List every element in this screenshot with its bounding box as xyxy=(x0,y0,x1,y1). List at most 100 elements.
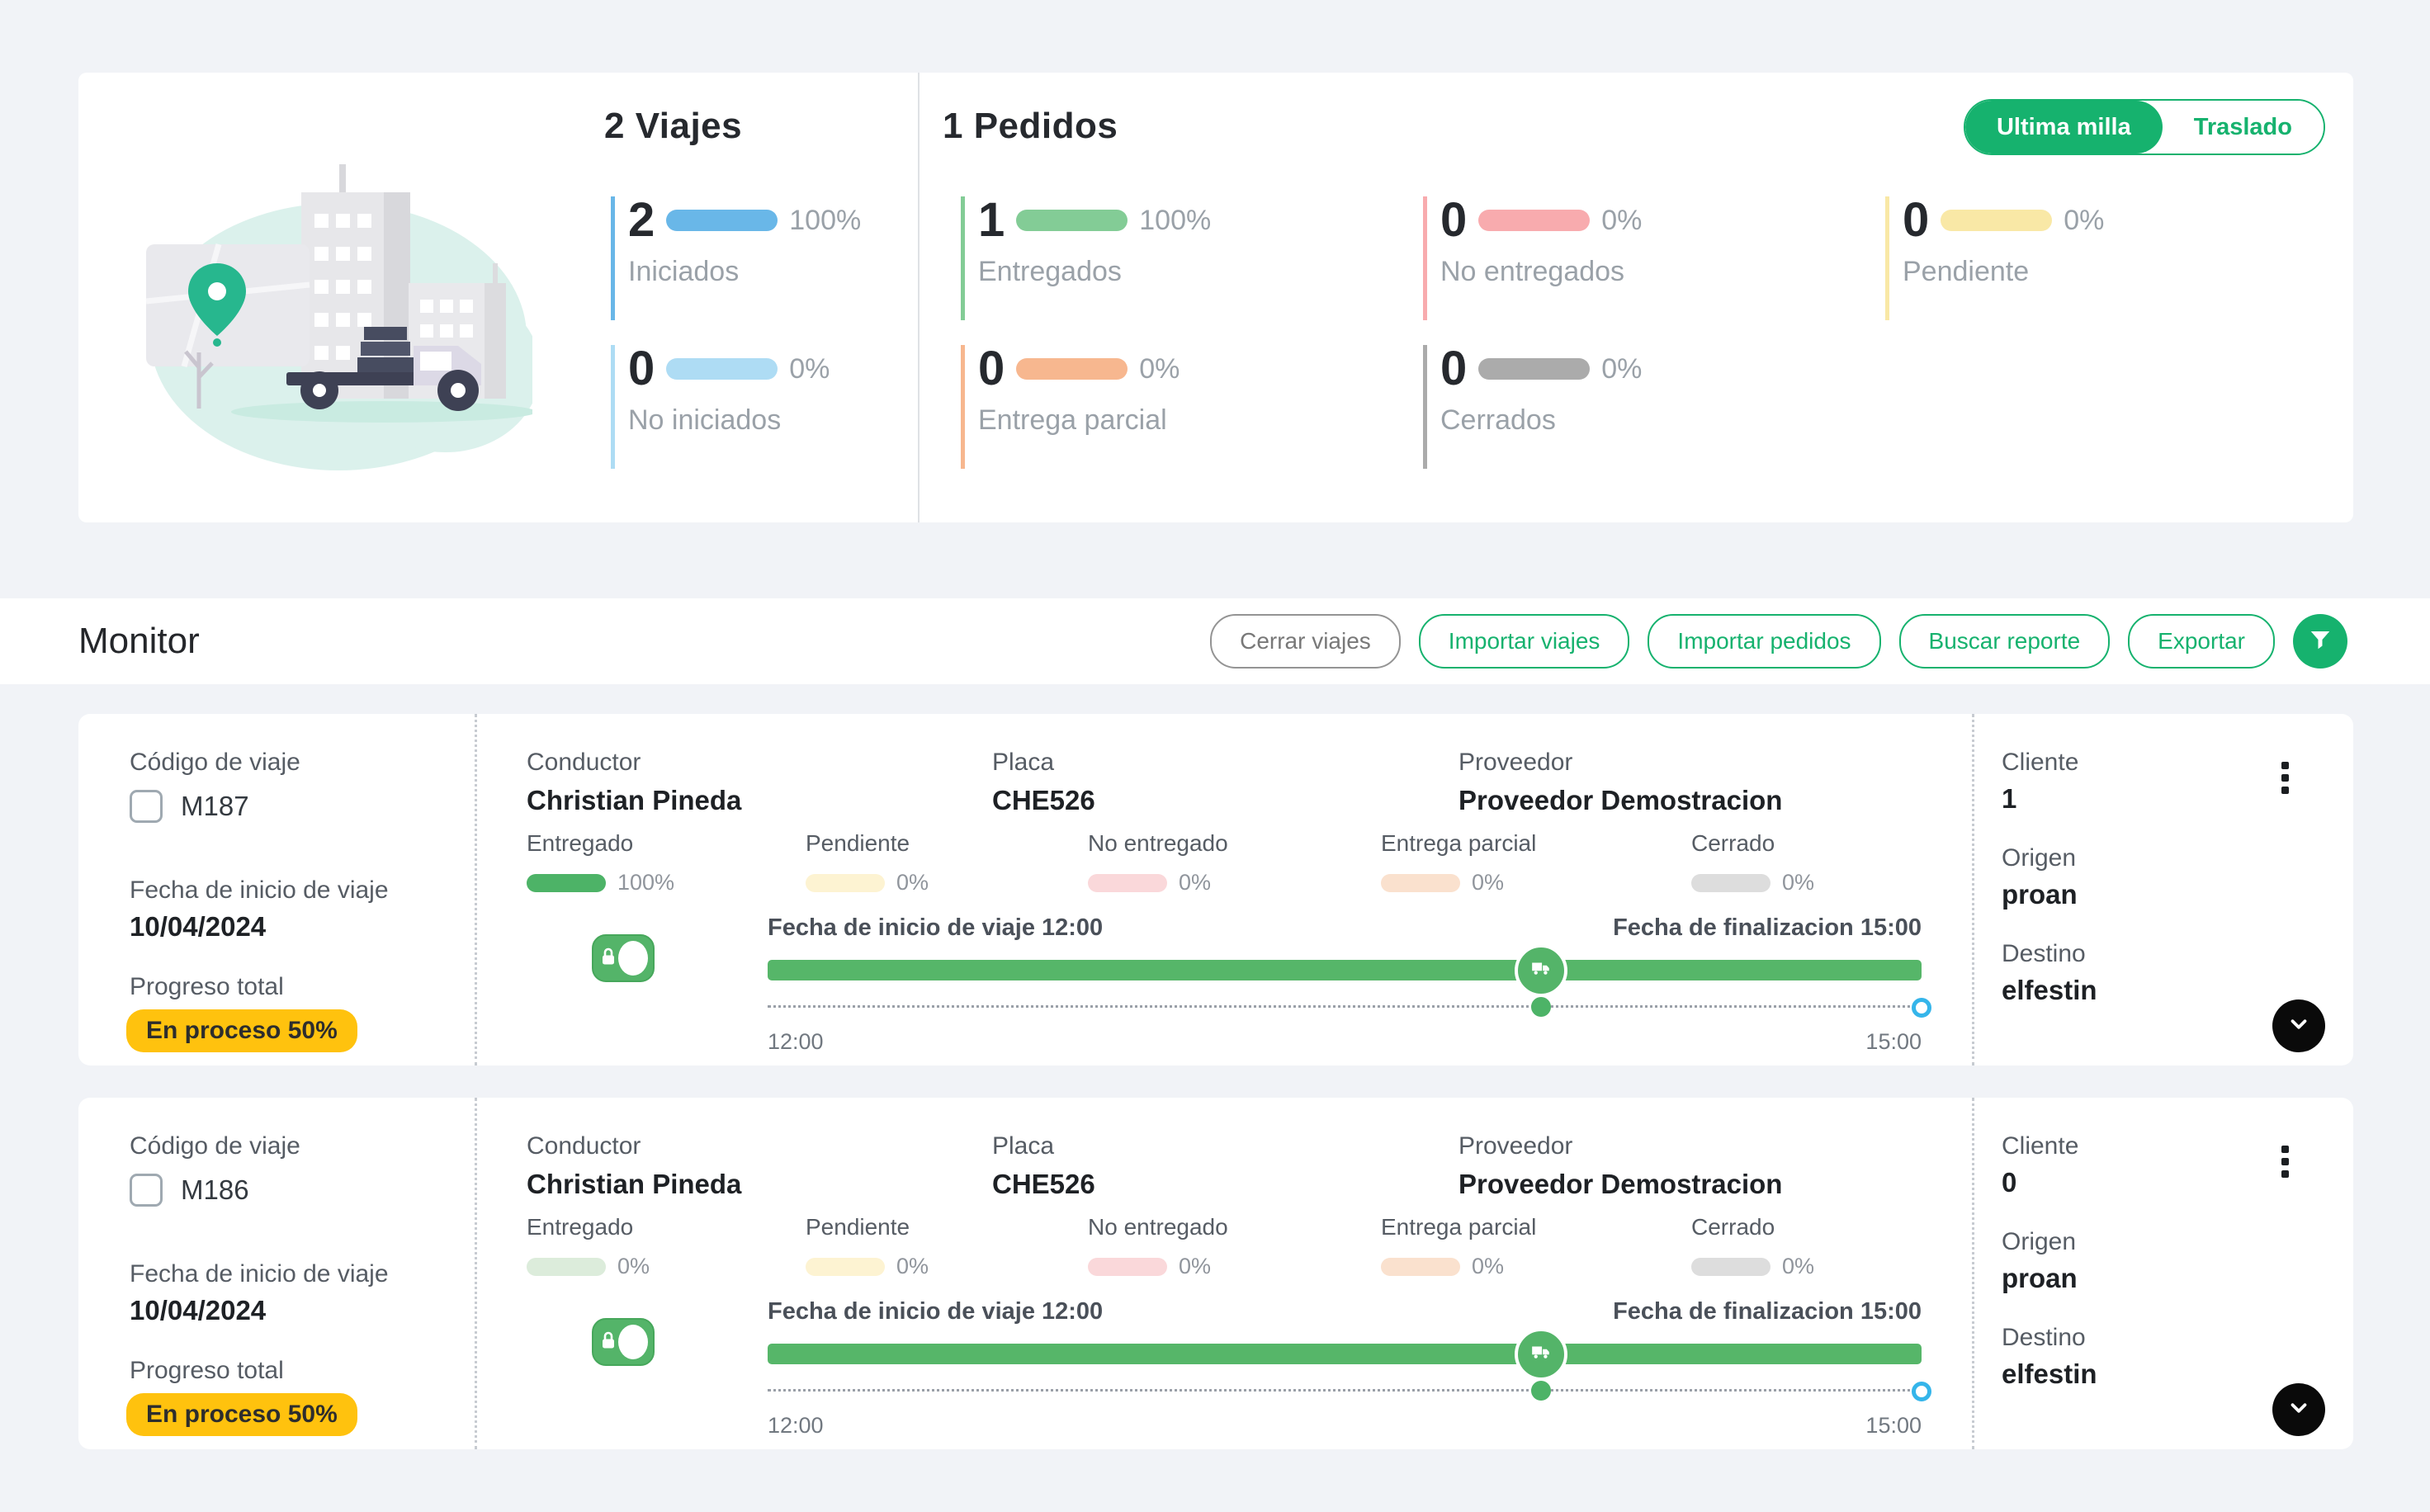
status-bar xyxy=(1691,873,1770,892)
status-pendiente: Pendiente 0% xyxy=(806,830,929,895)
truck-icon xyxy=(1530,1341,1552,1367)
fecha-value: 10/04/2024 xyxy=(130,1295,267,1325)
cliente-label: Cliente xyxy=(2002,1132,2079,1160)
filter-button[interactable] xyxy=(2293,614,2347,669)
summary-divider xyxy=(918,73,920,522)
timeline-track xyxy=(768,997,1931,1018)
status-percent: 0% xyxy=(896,1254,929,1278)
card-divider xyxy=(475,714,477,1065)
timeline-start-time: 12:00 xyxy=(768,1029,824,1054)
stat-iniciados: 2 100% Iniciados xyxy=(611,196,861,320)
stat-no-entregados: 0 0% No entregados xyxy=(1423,196,1642,320)
toggle-traslado[interactable]: Traslado xyxy=(2162,101,2324,154)
toggle-ultima-milla[interactable]: Ultima milla xyxy=(1964,101,2163,154)
status-percent: 0% xyxy=(617,1254,650,1278)
codigo-label: Código de viaje xyxy=(130,749,300,776)
viajes-title: 2 Viajes xyxy=(604,106,743,146)
trip-checkbox[interactable] xyxy=(130,790,163,823)
cerrar-viajes-button[interactable]: Cerrar viajes xyxy=(1210,614,1401,669)
trip-checkbox[interactable] xyxy=(130,1174,163,1207)
status-label: Cerrado xyxy=(1691,830,1775,856)
status-cerrado: Cerrado 0% xyxy=(1691,830,1814,895)
lock-toggle[interactable] xyxy=(592,934,655,982)
origen-label: Origen xyxy=(2002,844,2077,872)
lock-icon xyxy=(598,1330,618,1354)
status-label: Entregado xyxy=(527,1214,634,1240)
timeline-start-label: Fecha de inicio de viaje 12:00 xyxy=(768,1298,1104,1325)
status-bar xyxy=(806,873,885,892)
stat-label: No iniciados xyxy=(628,404,782,436)
status-entrega-parcial: Entrega parcial 0% xyxy=(1381,830,1536,895)
status-percent: 0% xyxy=(1179,1254,1212,1278)
timeline-track xyxy=(768,1381,1931,1401)
lock-icon xyxy=(598,947,618,971)
end-marker[interactable] xyxy=(1912,998,1931,1018)
status-label: Entregado xyxy=(527,830,634,856)
truck-marker[interactable] xyxy=(1514,1327,1567,1381)
expand-button[interactable] xyxy=(2272,1383,2325,1436)
progreso-label: Progreso total xyxy=(130,1357,284,1384)
destino-value: elfestin xyxy=(2002,975,2097,1005)
stat-bar xyxy=(1478,210,1591,231)
cliente-value: 0 xyxy=(2002,1167,2017,1198)
trip-code: M186 xyxy=(181,1174,249,1205)
buscar-reporte-button[interactable]: Buscar reporte xyxy=(1898,614,2111,669)
origen-value: proan xyxy=(2002,1263,2078,1293)
card-divider xyxy=(1972,1098,1974,1449)
stat-percent: 0% xyxy=(789,352,830,385)
placa-value: CHE526 xyxy=(992,1169,1095,1199)
timeline-end-label: Fecha de finalizacion 15:00 xyxy=(1613,914,1922,941)
trip-middle-column: Conductor Christian Pineda Placa CHE526 … xyxy=(527,714,1972,1065)
importar-pedidos-button[interactable]: Importar pedidos xyxy=(1648,614,1881,669)
status-entrega-parcial: Entrega parcial 0% xyxy=(1381,1214,1536,1279)
stat-percent: 0% xyxy=(2064,204,2105,236)
expand-button[interactable] xyxy=(2272,999,2325,1052)
truck-icon xyxy=(1530,957,1552,983)
fecha-label: Fecha de inicio de viaje xyxy=(130,1260,389,1288)
importar-viajes-button[interactable]: Importar viajes xyxy=(1418,614,1630,669)
stat-label: Cerrados xyxy=(1440,404,1556,436)
status-percent: 100% xyxy=(617,870,675,895)
timeline-end-label: Fecha de finalizacion 15:00 xyxy=(1613,1298,1922,1325)
stat-label: Pendiente xyxy=(1903,256,2030,287)
end-marker[interactable] xyxy=(1912,1382,1931,1401)
stat-bar xyxy=(666,210,778,231)
stat-percent: 0% xyxy=(1601,204,1643,236)
exportar-button[interactable]: Exportar xyxy=(2128,614,2275,669)
destino-label: Destino xyxy=(2002,940,2086,967)
proveedor-value: Proveedor Demostracion xyxy=(1458,785,1783,815)
placa-value: CHE526 xyxy=(992,785,1095,815)
status-percent: 0% xyxy=(1782,1254,1815,1278)
proveedor-label: Proveedor xyxy=(1458,1132,1573,1160)
card-divider xyxy=(475,1098,477,1449)
lock-toggle[interactable] xyxy=(592,1318,655,1366)
trip-timeline: Fecha de inicio de viaje 12:00 Fecha de … xyxy=(768,1298,1931,1439)
truck-marker[interactable] xyxy=(1514,943,1567,997)
progress-dot[interactable] xyxy=(1530,1381,1551,1401)
stat-percent: 100% xyxy=(1139,204,1212,236)
stat-value: 2 xyxy=(628,193,655,247)
status-percent: 0% xyxy=(1782,870,1815,895)
status-cerrado: Cerrado 0% xyxy=(1691,1214,1814,1279)
progress-dot[interactable] xyxy=(1530,997,1551,1017)
stat-pendiente: 0 0% Pendiente xyxy=(1885,196,2104,320)
status-percent: 0% xyxy=(1472,870,1505,895)
timeline-start-time: 12:00 xyxy=(768,1413,824,1438)
trip-timeline: Fecha de inicio de viaje 12:00 Fecha de … xyxy=(768,914,1931,1055)
status-bar xyxy=(527,1257,606,1276)
trip-code: M187 xyxy=(181,791,249,821)
timeline-end-time: 15:00 xyxy=(1865,1413,1922,1438)
status-label: Cerrado xyxy=(1691,1214,1775,1240)
status-bar xyxy=(806,1257,885,1276)
status-label: Entrega parcial xyxy=(1381,1214,1537,1240)
monitor-actions: Cerrar viajes Importar viajes Importar p… xyxy=(1210,614,2347,669)
kebab-menu-icon[interactable] xyxy=(2278,1142,2292,1181)
destino-value: elfestin xyxy=(2002,1358,2097,1389)
status-no-entregado: No entregado 0% xyxy=(1088,830,1228,895)
status-label: No entregado xyxy=(1088,1214,1228,1240)
conductor-label: Conductor xyxy=(527,1132,641,1160)
status-label: Entrega parcial xyxy=(1381,830,1537,856)
kebab-menu-icon[interactable] xyxy=(2278,758,2292,797)
status-percent: 0% xyxy=(896,870,929,895)
stat-value: 0 xyxy=(978,342,1005,395)
